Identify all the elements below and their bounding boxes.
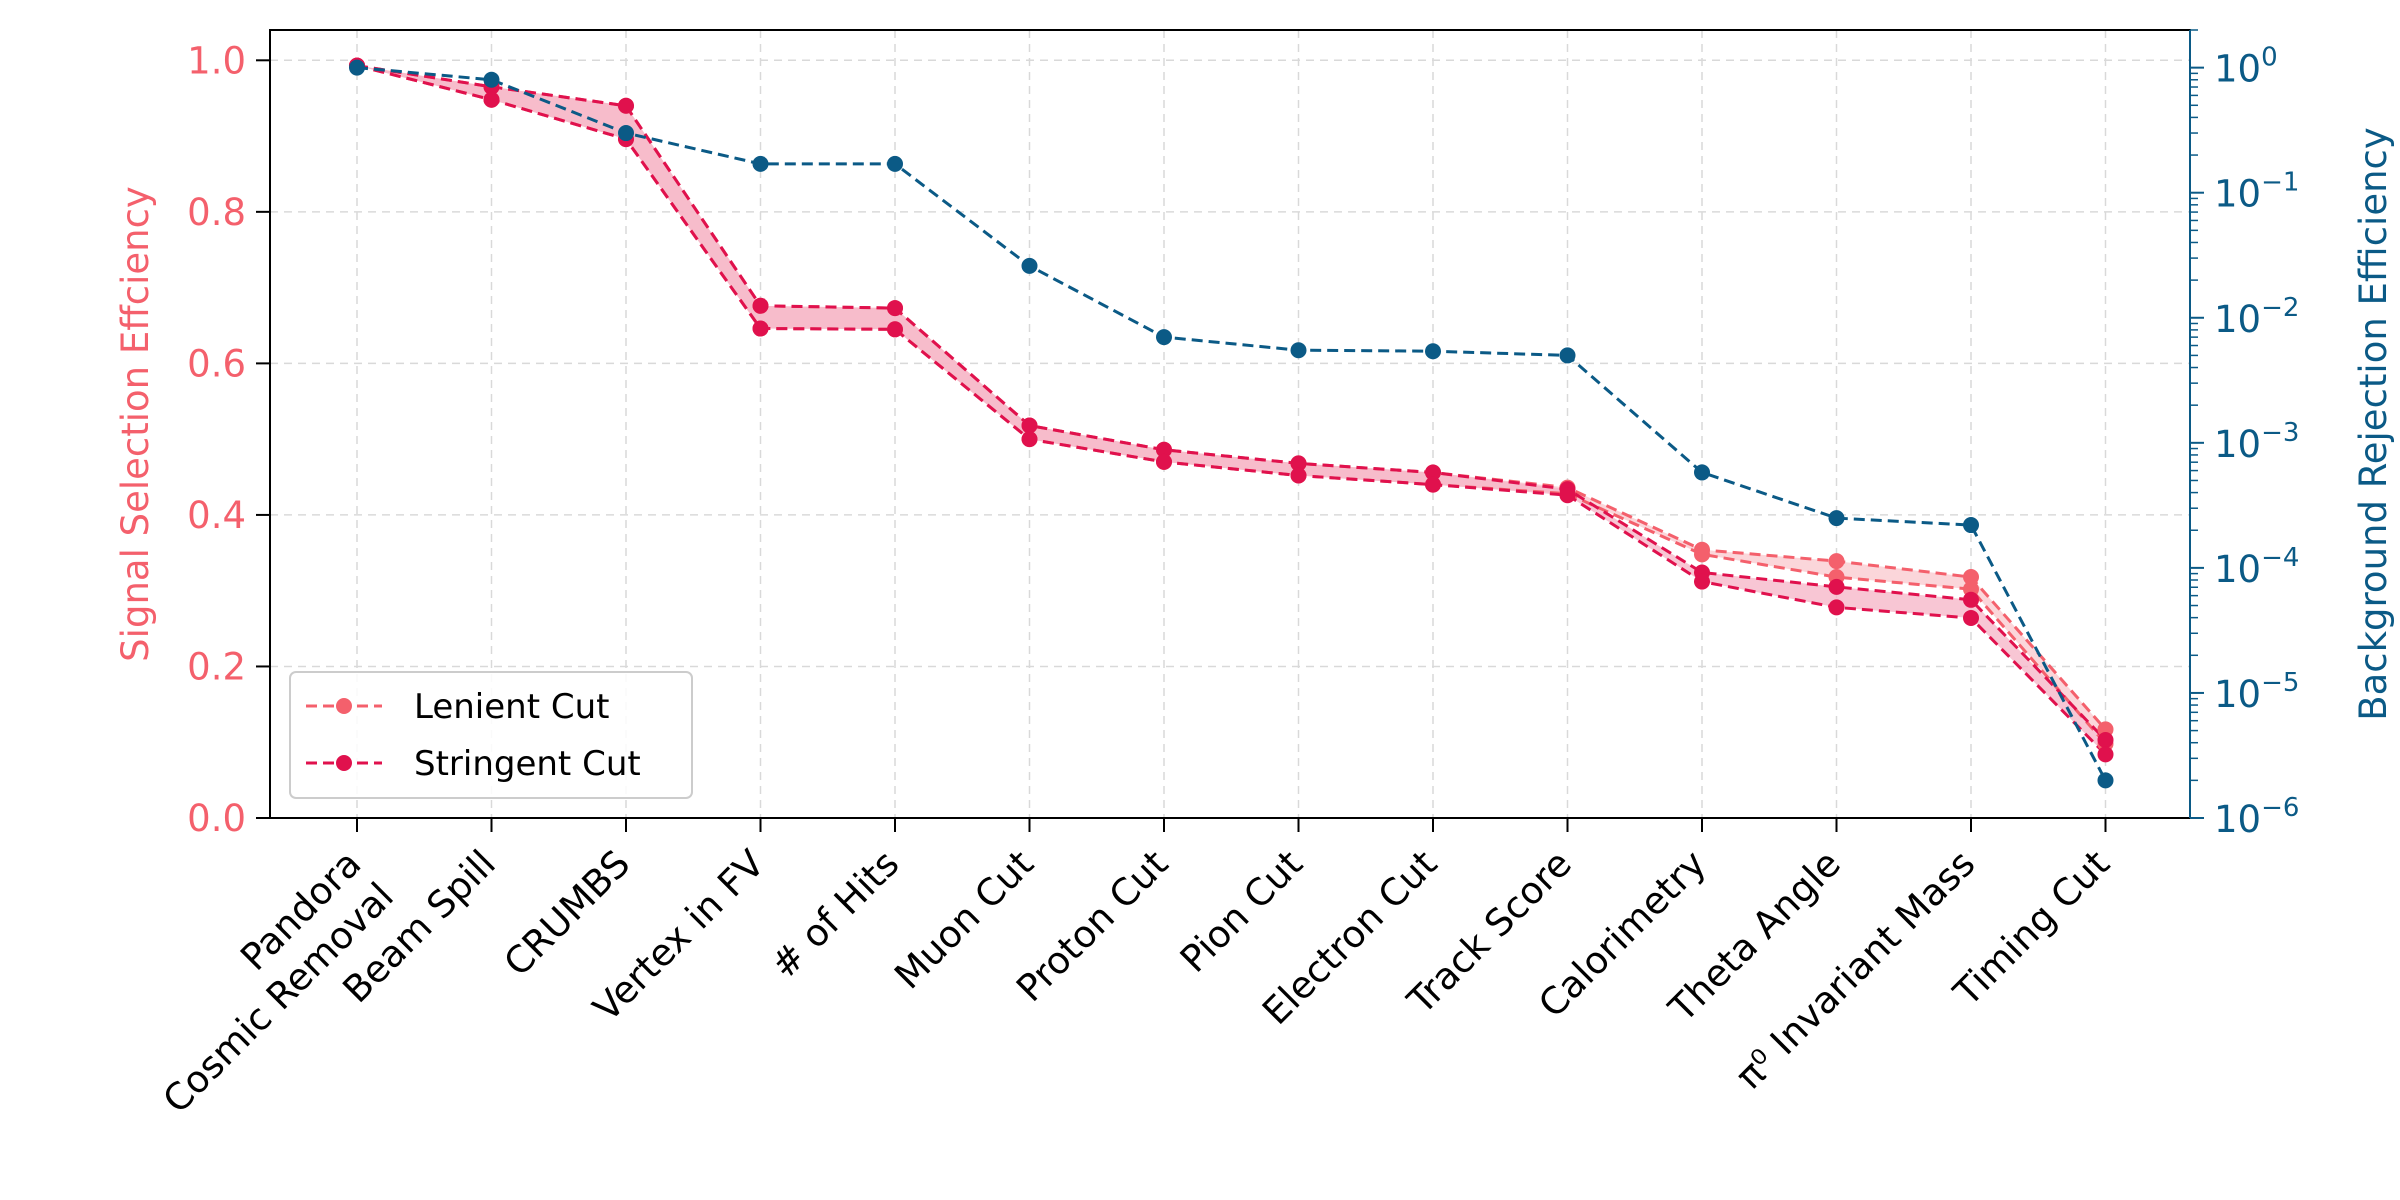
data-point	[1694, 573, 1710, 590]
data-point	[887, 321, 903, 338]
band-1	[357, 65, 2106, 755]
x-tick-label: Pion Cut	[1172, 842, 1311, 981]
data-point	[1425, 343, 1441, 360]
right-tick-label: 10−4	[2214, 543, 2299, 591]
data-point	[1828, 599, 1845, 616]
series-lines	[356, 64, 2107, 782]
data-point	[752, 155, 769, 172]
right-tick-label: 10−6	[2214, 793, 2299, 841]
data-point	[2097, 731, 2114, 748]
data-point	[1425, 476, 1441, 493]
right-tick-label: 10−1	[2214, 168, 2299, 216]
data-point	[1290, 455, 1307, 472]
legend-marker-lenient	[336, 698, 352, 714]
data-point	[1559, 347, 1576, 364]
data-point	[349, 59, 365, 76]
data-point	[618, 125, 634, 142]
legend-label-stringent: Stringent Cut	[414, 744, 641, 784]
data-point	[483, 91, 500, 108]
data-point	[1828, 553, 1845, 570]
right-axis: 10−6 10−5 10−4 10−3 10−2 10−1 100	[2189, 29, 2299, 841]
data-point	[1156, 453, 1172, 470]
left-tick-label: 1.0	[187, 39, 246, 82]
data-point	[1694, 546, 1710, 563]
legend-label-lenient: Lenient Cut	[414, 687, 609, 727]
data-point	[887, 300, 903, 317]
data-point	[2097, 746, 2114, 763]
legend-marker-stringent	[336, 755, 352, 771]
data-point	[1021, 417, 1038, 434]
data-point	[1828, 510, 1845, 527]
series-line-background	[356, 66, 2107, 782]
data-point	[1021, 257, 1038, 274]
x-tick-label: CRUMBS	[496, 842, 639, 985]
left-tick-label: 0.4	[187, 494, 246, 537]
left-tick-label: 0.2	[187, 645, 246, 688]
data-point	[1290, 342, 1307, 359]
right-tick-label: 10−3	[2214, 418, 2299, 466]
data-point	[1963, 591, 1979, 608]
data-point	[1290, 467, 1307, 484]
band-0	[357, 65, 2106, 744]
data-point	[1828, 578, 1845, 595]
left-axis: 0.0 0.2 0.4 0.6 0.8 1.0	[187, 39, 270, 840]
data-point	[887, 155, 903, 172]
series-line-0-upper	[356, 64, 2107, 731]
right-tick-label: 10−5	[2214, 668, 2299, 716]
data-point	[1963, 569, 1979, 586]
data-point	[1559, 487, 1576, 504]
legend-entry-lenient: Lenient Cut	[306, 687, 609, 727]
left-tick-label: 0.8	[187, 191, 246, 234]
left-axis-title: Signal Selection Effciency	[114, 186, 157, 662]
data-point	[1021, 431, 1038, 448]
legend-entry-stringent: Stringent Cut	[306, 744, 641, 784]
x-tick-label: π⁰ Invariant Mass	[1728, 842, 1984, 1098]
bands	[357, 65, 2106, 755]
left-tick-label: 0.0	[187, 797, 246, 840]
data-point	[483, 71, 500, 88]
left-tick-label: 0.6	[187, 342, 246, 385]
data-point	[1963, 517, 1979, 534]
series-line-0-lower	[356, 64, 2107, 745]
series-points	[349, 57, 2114, 789]
data-point	[752, 297, 769, 314]
legend-box	[289, 671, 693, 799]
data-point	[1156, 441, 1172, 458]
data-point	[1425, 464, 1441, 481]
legend: Lenient Cut Stringent Cut	[289, 671, 693, 799]
series-line-1-lower	[356, 64, 2107, 756]
data-point	[1156, 329, 1172, 346]
series-line-1-upper	[356, 64, 2107, 742]
data-point	[752, 320, 769, 337]
data-point	[2097, 772, 2114, 789]
right-axis-title: Background Rejection Efficiency	[2352, 127, 2395, 721]
data-point	[618, 97, 634, 114]
x-tick-label: # of Hits	[762, 842, 907, 987]
data-point	[1694, 464, 1710, 481]
data-point	[1963, 609, 1979, 626]
right-tick-label: 10−2	[2214, 293, 2299, 341]
right-tick-label: 100	[2214, 43, 2278, 91]
